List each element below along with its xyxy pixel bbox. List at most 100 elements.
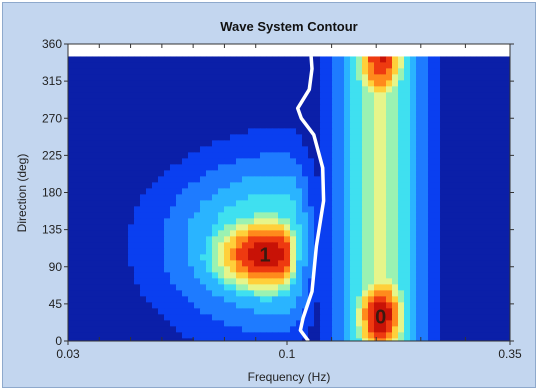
contour-cell (68, 188, 75, 195)
contour-cell (488, 200, 495, 207)
contour-cell (374, 272, 381, 279)
contour-cell (500, 224, 507, 231)
contour-cell (470, 116, 477, 123)
contour-cell (248, 338, 255, 341)
contour-cell (380, 122, 387, 129)
contour-cell (278, 278, 285, 285)
contour-cell (122, 302, 129, 309)
contour-cell (116, 110, 123, 117)
contour-cell (212, 290, 219, 297)
contour-cell (416, 284, 423, 291)
contour-cell (464, 86, 471, 93)
contour-cell (452, 116, 459, 123)
contour-cell (374, 254, 381, 261)
contour-cell (422, 170, 429, 177)
contour-cell (368, 338, 375, 341)
contour-cell (230, 188, 237, 195)
contour-cell (434, 200, 441, 207)
contour-cell (422, 98, 429, 105)
contour-cell (188, 200, 195, 207)
contour-cell (506, 146, 510, 153)
contour-cell (362, 134, 369, 141)
contour-cell (158, 338, 165, 341)
contour-cell (506, 152, 510, 159)
contour-cell (416, 218, 423, 225)
contour-cell (230, 86, 237, 93)
contour-cell (278, 302, 285, 309)
contour-cell (482, 248, 489, 255)
contour-cell (182, 182, 189, 189)
contour-cell (446, 206, 453, 213)
contour-cell (68, 104, 75, 111)
contour-cell (374, 152, 381, 159)
contour-cell (248, 170, 255, 177)
contour-cell (416, 182, 423, 189)
contour-cell (116, 212, 123, 219)
contour-cell (392, 140, 399, 147)
contour-cell (188, 236, 195, 243)
contour-cell (374, 200, 381, 207)
contour-cell (296, 116, 303, 123)
contour-cell (368, 80, 375, 87)
contour-cell (128, 236, 135, 243)
contour-cell (266, 170, 273, 177)
contour-cell (152, 212, 159, 219)
contour-cell (68, 152, 75, 159)
contour-cell (476, 302, 483, 309)
contour-cell (470, 302, 477, 309)
contour-cell (410, 122, 417, 129)
contour-cell (260, 68, 267, 75)
contour-cell (80, 278, 87, 285)
contour-cell (272, 128, 279, 135)
contour-cell (404, 110, 411, 117)
contour-cell (386, 98, 393, 105)
contour-cell (332, 278, 339, 285)
contour-cell (338, 86, 345, 93)
contour-cell (128, 98, 135, 105)
contour-cell (206, 320, 213, 327)
contour-cell (200, 218, 207, 225)
contour-cell (98, 278, 105, 285)
contour-cell (452, 320, 459, 327)
contour-cell (380, 128, 387, 135)
contour-cell (308, 146, 315, 153)
contour-cell (206, 194, 213, 201)
contour-cell (194, 332, 201, 339)
contour-cell (68, 194, 75, 201)
contour-cell (494, 62, 501, 69)
contour-cell (296, 170, 303, 177)
contour-cell (332, 62, 339, 69)
contour-cell (452, 164, 459, 171)
contour-cell (314, 104, 321, 111)
contour-cell (206, 302, 213, 309)
contour-cell (446, 80, 453, 87)
contour-cell (242, 56, 249, 63)
contour-cell (464, 104, 471, 111)
contour-cell (86, 290, 93, 297)
contour-cell (296, 266, 303, 273)
contour-cell (452, 236, 459, 243)
contour-cell (440, 152, 447, 159)
contour-cell (74, 206, 81, 213)
contour-cell (344, 158, 351, 165)
contour-cell (398, 266, 405, 273)
contour-cell (362, 116, 369, 123)
contour-cell (116, 206, 123, 213)
contour-cell (212, 200, 219, 207)
contour-cell (386, 266, 393, 273)
contour-cell (242, 110, 249, 117)
contour-cell (392, 62, 399, 69)
contour-cell (218, 290, 225, 297)
contour-cell (188, 338, 195, 341)
contour-cell (428, 308, 435, 315)
contour-cell (80, 254, 87, 261)
contour-cell (212, 242, 219, 249)
contour-cell (182, 194, 189, 201)
contour-cell (128, 188, 135, 195)
contour-cell (356, 200, 363, 207)
contour-cell (500, 98, 507, 105)
contour-cell (428, 170, 435, 177)
contour-cell (308, 122, 315, 129)
contour-cell (422, 86, 429, 93)
contour-cell (398, 206, 405, 213)
